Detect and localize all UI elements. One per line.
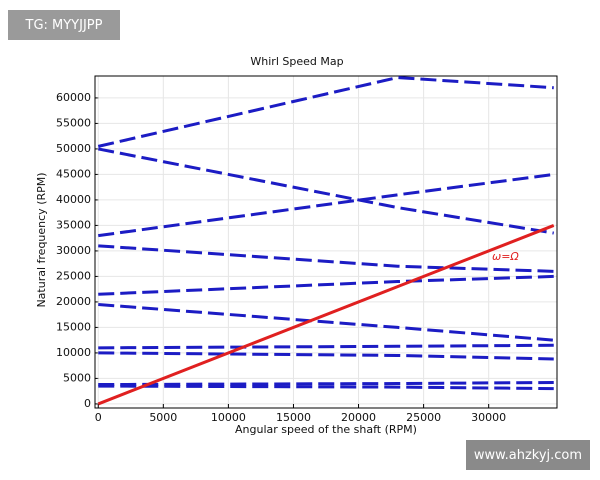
series-line (98, 244, 554, 273)
x-tick-label: 20000 (341, 411, 376, 424)
x-tick-label: 0 (95, 411, 102, 424)
x-axis-label: Angular speed of the shaft (RPM) (235, 423, 417, 436)
series-line (98, 384, 554, 391)
y-tick-label: 10000 (56, 346, 91, 359)
series-line (97, 147, 554, 235)
annotation: ω=Ω (492, 250, 519, 263)
y-tick-label: 30000 (56, 244, 91, 257)
y-tick-label: 25000 (56, 269, 91, 282)
x-tick-label: 30000 (471, 411, 506, 424)
series-line (97, 76, 554, 148)
y-tick-label: 55000 (56, 116, 91, 129)
watermark: www.ahzkyj.com (466, 440, 590, 470)
y-tick-label: 50000 (56, 142, 91, 155)
y-tick-label: 45000 (56, 167, 91, 180)
y-tick-label: 40000 (56, 193, 91, 206)
plot-frame (94, 75, 558, 409)
series-line (98, 343, 554, 350)
series-line (98, 381, 554, 387)
x-tick-label: 5000 (149, 411, 177, 424)
y-tick-label: 5000 (63, 371, 91, 384)
x-tick-label: 15000 (276, 411, 311, 424)
y-tick-label: 20000 (56, 295, 91, 308)
y-tick-label: 60000 (56, 91, 91, 104)
y-tick-label: 15000 (56, 320, 91, 333)
x-tick-label: 25000 (406, 411, 441, 424)
y-tick-label: 0 (84, 397, 91, 410)
series-line (97, 224, 555, 406)
series-line (98, 172, 554, 238)
series-line (98, 351, 554, 361)
x-tick-label: 10000 (211, 411, 246, 424)
y-tick-label: 35000 (56, 218, 91, 231)
chart-title: Whirl Speed Map (250, 55, 343, 68)
watermark: TG: MYYJJPP (8, 10, 120, 40)
series-line (98, 274, 554, 296)
y-axis-label: Natural frequency (RPM) (35, 172, 48, 307)
series-line (98, 302, 554, 342)
